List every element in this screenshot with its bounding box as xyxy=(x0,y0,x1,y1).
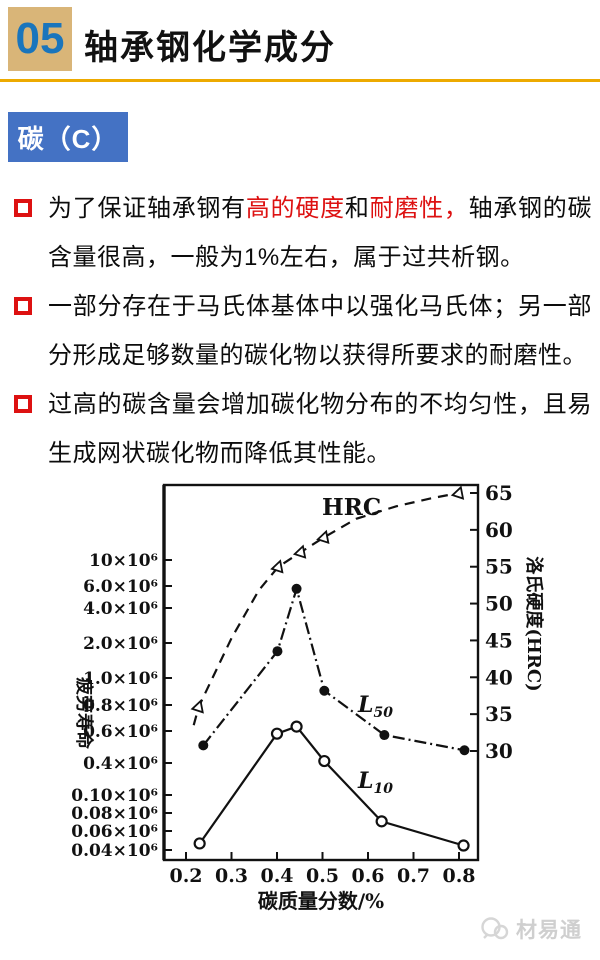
x-axis-title: 碳质量分数/% xyxy=(258,889,384,913)
l10-series-label: L10 xyxy=(357,768,393,797)
x-axis-tick-label: 0.5 xyxy=(306,865,339,887)
bullet-text: 为了保证轴承钢有高的硬度和耐磨性，轴承钢的碳含量很高，一般为1%左右，属于过共析… xyxy=(48,184,592,282)
watermark-logo-icon xyxy=(481,917,509,940)
slide-number: 05 xyxy=(15,14,65,63)
watermark-text: 材易通 xyxy=(516,919,582,942)
left-axis-tick-label: 0.6×10⁶ xyxy=(83,722,158,742)
x-axis-tick-label: 0.4 xyxy=(260,865,293,887)
right-axis-tick-label: 60 xyxy=(485,518,513,542)
left-axis-tick-label: 2.0×10⁶ xyxy=(83,634,158,654)
filled-circle-marker xyxy=(319,685,330,696)
open-circle-marker xyxy=(318,754,331,768)
filled-circle-marker xyxy=(198,740,209,751)
left-axis-tick-label: 0.04×10⁶ xyxy=(71,841,158,861)
header-divider xyxy=(0,79,600,82)
right-axis-tick-label: 65 xyxy=(485,481,513,505)
l50-series-label: L50 xyxy=(357,692,393,721)
highlighted-text: 高的硬度 xyxy=(245,195,345,222)
filled-circle-marker xyxy=(291,583,302,594)
filled-circle-marker xyxy=(379,730,390,741)
bullet-text: 过高的碳含量会增加碳化物分布的不均匀性，且易生成网状碳化物而降低其性能。 xyxy=(48,380,592,478)
bullet-square-icon xyxy=(14,297,32,315)
highlighted-text: 耐磨性， xyxy=(369,195,469,222)
slide-number-badge: 05 xyxy=(8,7,72,71)
triangle-marker xyxy=(316,529,330,545)
bullet-square-icon xyxy=(14,395,32,413)
body-text: 为了保证轴承钢有 xyxy=(48,195,246,222)
filled-circle-marker xyxy=(459,745,470,756)
right-axis-tick-label: 50 xyxy=(485,592,513,616)
bullet-item-2: 一部分存在于马氏体基体中以强化马氏体；另一部分形成足够数量的碳化物以获得所要求的… xyxy=(14,282,592,380)
right-axis-tick-label: 35 xyxy=(485,702,513,726)
body-text: 轴承钢的碳含量很高，一般为1%左右，属于过共析钢。 xyxy=(48,195,593,271)
open-circle-marker xyxy=(457,839,470,852)
right-axis-tick-label: 45 xyxy=(485,628,513,652)
section-chip-label: 碳（C） xyxy=(17,123,119,154)
open-circle-marker xyxy=(270,727,284,740)
open-circle-marker xyxy=(375,815,388,828)
left-axis-tick-label: 0.06×10⁶ xyxy=(71,822,158,842)
bullet-item-3: 过高的碳含量会增加碳化物分布的不均匀性，且易生成网状碳化物而降低其性能。 xyxy=(14,380,592,478)
right-axis-tick-label: 30 xyxy=(485,739,513,763)
triangle-marker xyxy=(270,559,284,574)
left-axis-tick-label: 10×10⁶ xyxy=(89,551,158,571)
section-chip-carbon: 碳（C） xyxy=(8,112,128,162)
body-text: 一部分存在于马氏体基体中以强化马氏体；另一部分形成足够数量的碳化物以获得所要求的… xyxy=(48,293,592,369)
x-axis-tick-label: 0.3 xyxy=(215,865,248,887)
l50-curve xyxy=(202,584,465,752)
left-axis-tick-label: 6.0×10⁶ xyxy=(83,577,158,597)
bullet-text: 一部分存在于马氏体基体中以强化马氏体；另一部分形成足够数量的碳化物以获得所要求的… xyxy=(48,282,592,380)
right-axis-tick-label: 55 xyxy=(485,555,513,579)
bullet-square-icon xyxy=(14,199,32,217)
triangle-marker xyxy=(292,544,307,559)
hrc-series-label: HRC xyxy=(322,494,381,521)
triangle-marker xyxy=(450,485,465,500)
bullet-list: 为了保证轴承钢有高的硬度和耐磨性，轴承钢的碳含量很高，一般为1%左右，属于过共析… xyxy=(14,184,592,478)
left-axis-tick-label: 0.08×10⁶ xyxy=(71,804,158,824)
triangle-marker xyxy=(190,699,204,714)
left-axis-tick-label: 4.0×10⁶ xyxy=(83,599,158,619)
bullet-item-1: 为了保证轴承钢有高的硬度和耐磨性，轴承钢的碳含量很高，一般为1%左右，属于过共析… xyxy=(14,184,592,282)
x-axis-tick-label: 0.2 xyxy=(169,865,202,887)
right-axis-tick-label: 40 xyxy=(485,665,513,689)
open-circle-marker xyxy=(193,837,206,850)
page-title: 轴承钢化学成分 xyxy=(84,29,336,67)
left-axis-tick-label: 0.8×10⁶ xyxy=(83,696,158,716)
left-axis-tick-label: 0.10×10⁶ xyxy=(71,786,158,806)
x-axis-tick-label: 0.8 xyxy=(442,865,475,887)
x-axis-tick-label: 0.6 xyxy=(351,865,384,887)
open-circle-marker xyxy=(290,720,303,733)
left-axis-tick-label: 1.0×10⁶ xyxy=(83,669,158,689)
l10-curve xyxy=(198,725,464,847)
left-axis-tick-label: 0.4×10⁶ xyxy=(83,754,158,774)
fatigue-life-hardness-chart: 10×10⁶ 6.0×10⁶ 4.0×10⁶ 2.0×10⁶ 1.0×10⁶ 0.8×10… xyxy=(58,468,550,940)
watermark: 材易通 xyxy=(480,914,582,944)
left-axis-title: 疲劳寿命 xyxy=(73,677,95,750)
x-axis-tick-label: 0.7 xyxy=(397,865,430,887)
body-text: 过高的碳含量会增加碳化物分布的不均匀性，且易生成网状碳化物而降低其性能。 xyxy=(48,391,592,467)
right-axis-title: 洛氏硬度(HRC) xyxy=(523,556,545,691)
filled-circle-marker xyxy=(272,646,283,657)
body-text: 和 xyxy=(344,195,370,222)
